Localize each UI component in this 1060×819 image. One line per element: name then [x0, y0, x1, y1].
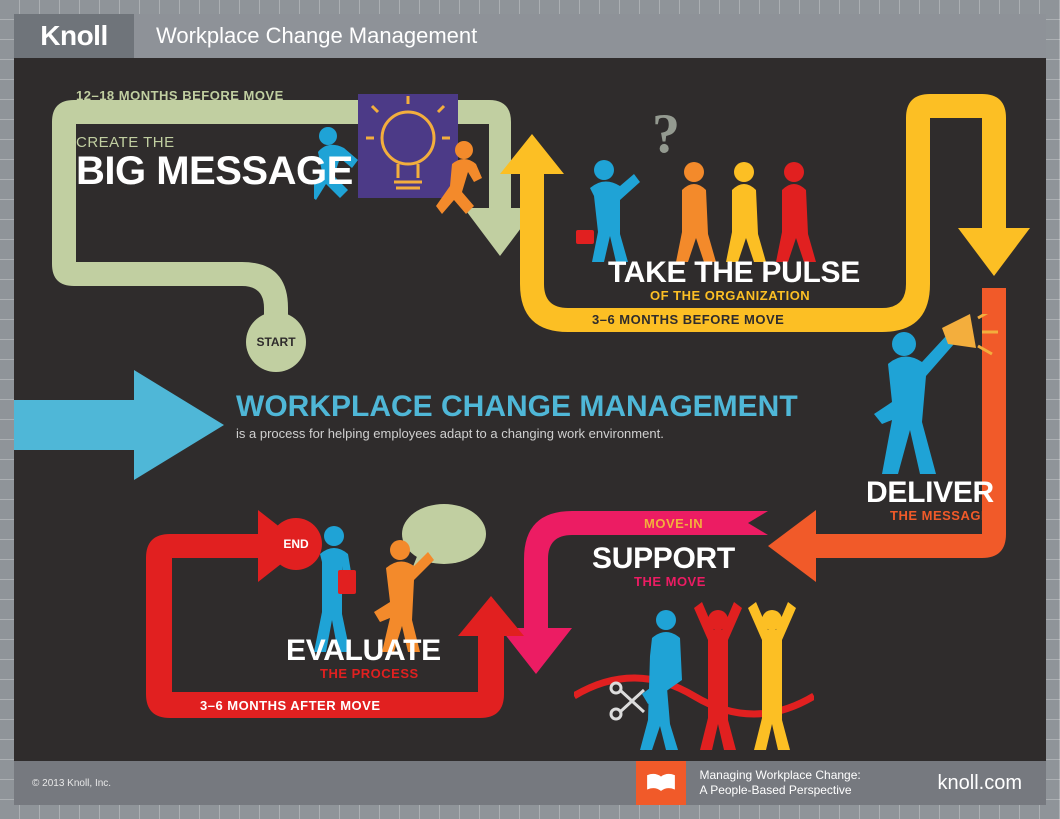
person-blue-icon: [590, 160, 640, 262]
footer-domain: knoll.com: [938, 772, 1022, 795]
person-red-icon: [776, 162, 816, 262]
speech-bubble-icon: [402, 504, 486, 564]
evaluate-timewin: 3–6 MONTHS AFTER MOVE: [200, 698, 380, 713]
infographic-canvas: ?: [14, 58, 1046, 761]
support-sub: THE MOVE: [634, 574, 706, 589]
person-blue-icon: [874, 332, 954, 474]
hero-title: WORKPLACE CHANGE MANAGEMENT: [236, 390, 798, 424]
end-marker: END: [270, 518, 322, 570]
clipboard-icon: [338, 570, 356, 594]
start-marker: START: [246, 312, 306, 372]
support-title: SUPPORT: [592, 542, 735, 576]
person-red-icon: [694, 602, 742, 750]
support-pre: MOVE-IN: [644, 516, 703, 531]
deliver-title: DELIVER: [866, 476, 994, 510]
footer-title-line2: A People-Based Perspective: [700, 783, 852, 797]
hero-subtitle: is a process for helping employees adapt…: [236, 426, 664, 441]
deliver-sub: THE MESSAGE: [890, 508, 990, 523]
hero-arrow-icon: [14, 370, 234, 480]
evaluate-sub: THE PROCESS: [320, 666, 419, 681]
footer-title-line1: Managing Workplace Change:: [700, 768, 861, 782]
question-mark-icon: ?: [652, 114, 680, 165]
take-pulse-sub: OF THE ORGANIZATION: [650, 288, 810, 303]
support-illustration: [574, 600, 814, 760]
footer-title: Managing Workplace Change: A People-Base…: [700, 768, 920, 798]
big-message-title: BIG MESSAGE: [76, 152, 353, 190]
person-yellow-icon: [748, 602, 796, 750]
page-frame: Knoll Workplace Change Management: [0, 0, 1060, 819]
header-title: Workplace Change Management: [156, 23, 477, 49]
copyright-text: © 2013 Knoll, Inc.: [32, 778, 636, 789]
person-orange-icon: [676, 162, 716, 262]
footer-bar: © 2013 Knoll, Inc. Managing Workplace Ch…: [14, 761, 1046, 805]
book-icon: [636, 761, 686, 805]
take-pulse-timewin: 3–6 MONTHS BEFORE MOVE: [592, 312, 784, 327]
brand-logo: Knoll: [14, 14, 134, 58]
evaluate-title: EVALUATE: [286, 634, 441, 668]
big-message-timewin: 12–18 MONTHS BEFORE MOVE: [76, 88, 284, 103]
briefcase-icon: [576, 230, 594, 244]
take-pulse-illustration: ?: [576, 114, 836, 274]
take-pulse-title: TAKE THE PULSE: [608, 256, 860, 290]
scissors-icon: [611, 683, 644, 719]
person-yellow-icon: [726, 162, 766, 262]
deliver-illustration: [848, 314, 998, 484]
header-bar: Knoll Workplace Change Management: [14, 14, 1046, 58]
